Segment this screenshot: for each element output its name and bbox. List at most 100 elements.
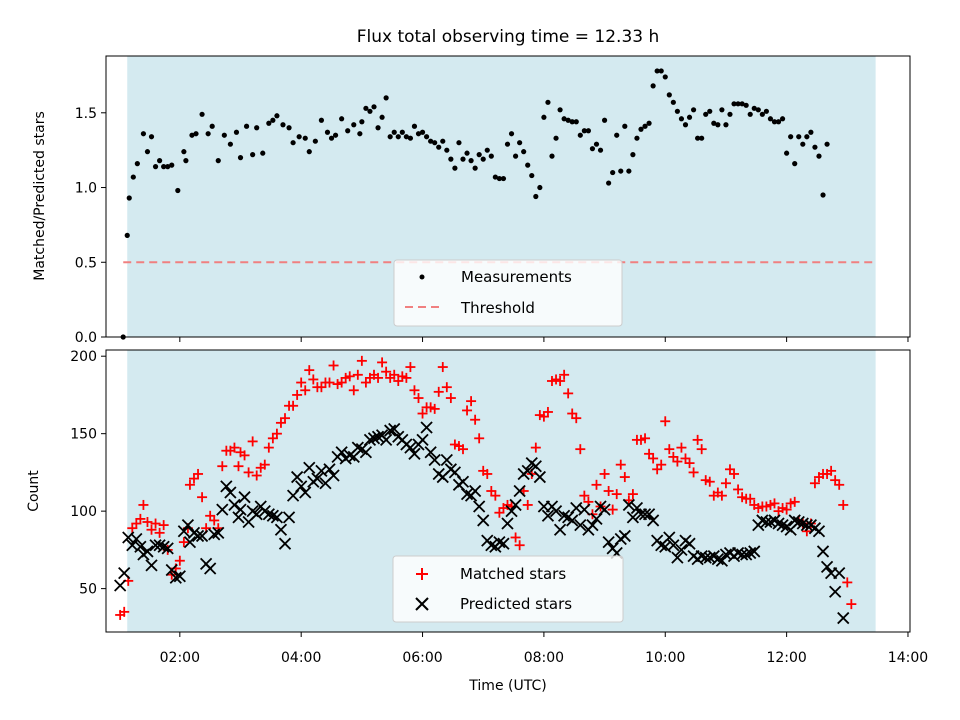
matched-star-point: [296, 377, 307, 388]
measurement-point: [144, 149, 151, 155]
predicted-star-point: [440, 453, 453, 467]
predicted-star-point: [145, 559, 158, 572]
measurement-point: [719, 107, 725, 113]
matched-star-point: [599, 468, 610, 479]
measurement-point: [751, 105, 757, 111]
measurement-point: [820, 192, 826, 198]
measurement-point: [824, 141, 830, 147]
predicted-star-point: [327, 469, 340, 482]
measurement-point: [589, 146, 596, 152]
measurement-point: [792, 161, 798, 167]
matched-star-point: [676, 442, 687, 453]
matched-star-point: [243, 467, 254, 478]
predicted-star-point: [646, 514, 660, 527]
predicted-star-point: [460, 487, 474, 501]
matched-star-point: [417, 408, 428, 419]
matched-star-point: [247, 436, 258, 447]
predicted-star-point: [578, 503, 591, 516]
measurement-point: [130, 174, 136, 180]
measurement-point: [662, 74, 668, 80]
measurement-point: [735, 101, 741, 107]
measurement-point: [444, 147, 450, 153]
measurement-point: [383, 95, 389, 101]
predicted-star-point: [351, 441, 364, 454]
measurement-point: [148, 134, 155, 140]
predicted-star-point: [165, 563, 178, 577]
predicted-star-point: [224, 486, 237, 499]
measurement-point: [711, 120, 717, 126]
bottom-y-tick-label: 100: [70, 504, 97, 520]
measurement-point: [755, 107, 761, 113]
x-tick-label: 06:00: [402, 650, 442, 666]
predicted-star-point: [638, 508, 652, 521]
matched-star-point: [684, 458, 695, 469]
measurement-point: [375, 125, 381, 131]
legend-measurements-marker: [419, 274, 425, 280]
predicted-star-point: [788, 514, 801, 527]
measurement-point: [496, 175, 503, 182]
measurement-point: [739, 101, 745, 107]
predicted-star-point: [270, 511, 284, 524]
matched-star-point: [733, 484, 744, 495]
x-tick-label: 10:00: [645, 650, 685, 666]
measurement-point: [436, 144, 442, 150]
measurement-point: [784, 150, 790, 156]
predicted-star-point: [468, 484, 482, 498]
legend-threshold-label: Threshold: [460, 299, 535, 317]
predicted-star-point: [266, 509, 280, 522]
predicted-star-point: [549, 505, 563, 518]
matched-star-point: [197, 492, 208, 503]
measurement-point: [351, 122, 357, 128]
predicted-star-point: [232, 511, 245, 524]
matched-star-point: [696, 444, 707, 455]
matched-star-point: [356, 355, 367, 366]
measurement-point: [703, 111, 709, 117]
predicted-star-point: [173, 570, 186, 583]
bottom-y-tick-label: 50: [79, 582, 97, 598]
predicted-star-point: [238, 491, 251, 504]
x-tick-label: 04:00: [281, 650, 321, 666]
measurement-point: [699, 135, 705, 141]
matched-star-point: [510, 532, 521, 543]
predicted-star-point: [772, 517, 785, 530]
measurement-point: [601, 117, 608, 123]
measurement-point: [306, 149, 312, 155]
measurement-point: [407, 135, 414, 141]
matched-star-point: [729, 468, 740, 479]
measurement-point: [492, 174, 498, 180]
measurement-point: [804, 134, 810, 140]
predicted-star-point: [553, 523, 567, 536]
matched-star-point: [344, 371, 355, 382]
measurement-point: [345, 128, 351, 134]
measurement-point: [367, 108, 373, 114]
predicted-star-point: [683, 537, 696, 550]
measurement-point: [456, 140, 462, 146]
legend-predicted-label: Predicted stars: [460, 595, 572, 613]
measurement-point: [339, 116, 345, 122]
top-axes-frame: [105, 55, 911, 338]
measurement-point: [622, 123, 628, 129]
matched-star-point: [158, 520, 169, 531]
matched-star-point: [466, 396, 477, 407]
legend-matched-label: Matched stars: [460, 565, 566, 583]
measurement-point: [181, 149, 187, 155]
matched-star-point: [324, 377, 335, 388]
predicted-star-point: [311, 472, 324, 485]
predicted-star-point: [153, 539, 166, 552]
predicted-star-point: [744, 546, 757, 560]
predicted-star-point: [420, 421, 433, 434]
measurement-point: [290, 140, 296, 146]
measurement-point: [715, 122, 721, 128]
predicted-star-point: [816, 545, 830, 558]
measurement-point: [642, 123, 648, 129]
measurement-point: [553, 135, 559, 141]
matched-star-point: [704, 476, 715, 487]
predicted-star-point: [323, 463, 336, 476]
measurement-point: [152, 164, 159, 170]
measurement-point: [221, 132, 227, 138]
predicted-star-point: [359, 446, 373, 459]
predicted-star-point: [776, 518, 789, 532]
predicted-star-point: [485, 539, 498, 552]
matched-star-point: [288, 400, 299, 411]
measurement-point: [419, 129, 426, 135]
